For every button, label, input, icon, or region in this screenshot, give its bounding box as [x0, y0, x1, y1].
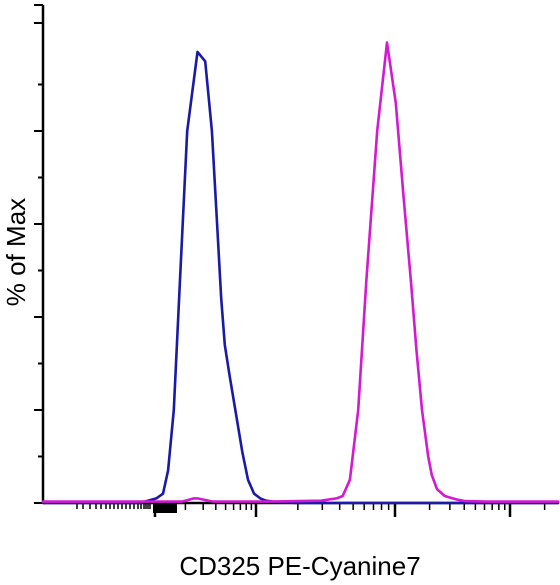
series-2-line	[41, 41, 560, 503]
x-axis-ticks	[76, 503, 546, 517]
series-layer	[41, 41, 560, 505]
y-axis-label: % of Max	[1, 198, 31, 306]
y-axis-ticks	[34, 4, 43, 504]
series-1-line	[41, 50, 560, 505]
x-axis-label: CD325 PE-Cyanine7	[179, 551, 420, 581]
